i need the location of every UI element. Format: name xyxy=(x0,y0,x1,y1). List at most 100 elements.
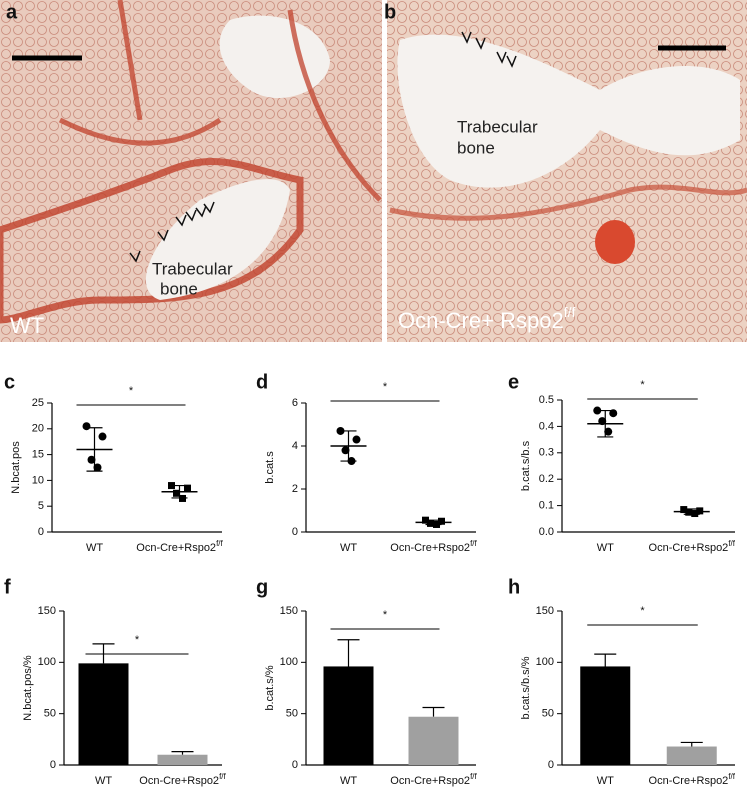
category-superscript: f/f xyxy=(470,772,477,781)
category-superscript: f/f xyxy=(728,539,735,548)
y-tick-label: 150 xyxy=(536,605,554,617)
x-tick-label: Ocn-Cre+Rspo2f/f xyxy=(649,539,736,554)
data-point xyxy=(93,463,102,472)
y-tick-label: 5 xyxy=(38,500,44,512)
y-tick-label: 0.5 xyxy=(539,394,554,406)
y-tick-label: 150 xyxy=(280,605,298,617)
significance-mark: * xyxy=(135,634,140,646)
x-tick-label: WT xyxy=(597,775,614,787)
bar xyxy=(580,666,631,765)
category-superscript: f/f xyxy=(470,539,477,548)
error-bar xyxy=(594,653,617,667)
y-axis-label: N.bcat.pos xyxy=(10,441,22,494)
category-text: WT xyxy=(340,542,357,554)
y-tick-label: 0.0 xyxy=(539,526,554,538)
category-text: WT xyxy=(597,775,614,787)
y-tick-label: 0 xyxy=(50,759,56,771)
significance-mark: * xyxy=(129,385,134,397)
data-point xyxy=(609,409,618,418)
y-tick-label: 50 xyxy=(286,708,298,720)
micrograph-b: Trabecular bone Ocn-Cre+ Rspo2f/f xyxy=(387,0,747,342)
bar xyxy=(323,666,374,765)
bar xyxy=(666,746,717,765)
error-bar xyxy=(597,409,614,438)
y-tick-label: 20 xyxy=(32,423,44,435)
y-axis-label: b.cat.s/% xyxy=(264,665,276,710)
significance-mark: * xyxy=(383,381,388,393)
bar xyxy=(78,663,129,765)
image-caption: WT xyxy=(10,313,44,338)
error-bar xyxy=(86,427,103,472)
y-axis-label: b.cat.s/b.s xyxy=(520,440,532,491)
category-superscript: f/f xyxy=(216,539,223,548)
image-annotation: Trabecular xyxy=(457,117,538,136)
data-point xyxy=(691,510,699,518)
data-point xyxy=(98,432,107,441)
category-text: WT xyxy=(340,775,357,787)
data-point xyxy=(352,435,361,444)
error-bar xyxy=(683,508,700,515)
y-tick-label: 10 xyxy=(32,474,44,486)
significance-mark: * xyxy=(640,379,645,391)
image-annotation: bone xyxy=(160,279,198,298)
caption-text: Ocn-Cre+ Rspo2 xyxy=(398,308,564,333)
panel-label: e xyxy=(508,371,519,393)
y-tick-label: 15 xyxy=(32,449,44,461)
bar xyxy=(408,716,459,765)
data-point xyxy=(82,422,91,431)
x-tick-label: Ocn-Cre+Rspo2f/f xyxy=(390,772,477,787)
data-point xyxy=(184,484,191,492)
y-tick-label: 0.1 xyxy=(539,500,554,512)
category-text: Ocn-Cre+Rspo2 xyxy=(139,775,219,787)
y-tick-label: 0 xyxy=(292,759,298,771)
data-point xyxy=(341,446,350,455)
y-tick-label: 0 xyxy=(292,526,298,538)
error-bar xyxy=(680,741,703,747)
category-text: WT xyxy=(95,775,112,787)
panel-label: a xyxy=(6,1,18,23)
error-bar xyxy=(425,519,442,526)
x-tick-label: WT xyxy=(597,542,614,554)
y-tick-label: 100 xyxy=(38,656,56,668)
y-tick-label: 4 xyxy=(292,440,298,452)
y-tick-label: 100 xyxy=(280,656,298,668)
error-bar xyxy=(337,639,360,667)
x-tick-label: WT xyxy=(86,542,103,554)
category-text: WT xyxy=(597,542,614,554)
x-tick-label: WT xyxy=(95,775,112,787)
y-tick-label: 0.2 xyxy=(539,473,554,485)
image-caption: Ocn-Cre+ Rspo2f/f xyxy=(398,304,575,333)
y-axis-label: N.bcat.pos/% xyxy=(22,655,34,721)
y-tick-label: 2 xyxy=(292,483,298,495)
data-point xyxy=(604,427,613,436)
y-tick-label: 100 xyxy=(536,656,554,668)
data-point xyxy=(438,517,445,525)
y-tick-label: 0.4 xyxy=(539,420,554,432)
significance-mark: * xyxy=(383,609,388,621)
panel-label: f xyxy=(4,576,11,598)
error-bar xyxy=(171,751,194,755)
panel-label: b xyxy=(384,1,396,23)
error-bar xyxy=(422,706,445,717)
data-point xyxy=(696,507,704,515)
y-tick-label: 0.3 xyxy=(539,447,554,459)
y-tick-label: 0 xyxy=(38,526,44,538)
panel-label: c xyxy=(4,371,15,393)
image-annotation: Trabecular xyxy=(152,259,233,278)
y-tick-label: 25 xyxy=(32,397,44,409)
category-superscript: f/f xyxy=(728,772,735,781)
y-tick-label: 6 xyxy=(292,397,298,409)
data-point xyxy=(173,489,180,497)
category-text: Ocn-Cre+Rspo2 xyxy=(136,542,216,554)
error-bar xyxy=(92,643,115,664)
category-superscript: f/f xyxy=(219,772,226,781)
x-tick-label: WT xyxy=(340,775,357,787)
y-axis-label: b.cat.s/b.s/% xyxy=(520,656,532,719)
image-annotation: bone xyxy=(457,138,495,157)
y-axis-label: b.cat.s xyxy=(264,451,276,484)
x-tick-label: Ocn-Cre+Rspo2f/f xyxy=(649,772,736,787)
panel-label: h xyxy=(508,576,520,598)
y-tick-label: 50 xyxy=(542,708,554,720)
panel-label: d xyxy=(256,371,268,393)
